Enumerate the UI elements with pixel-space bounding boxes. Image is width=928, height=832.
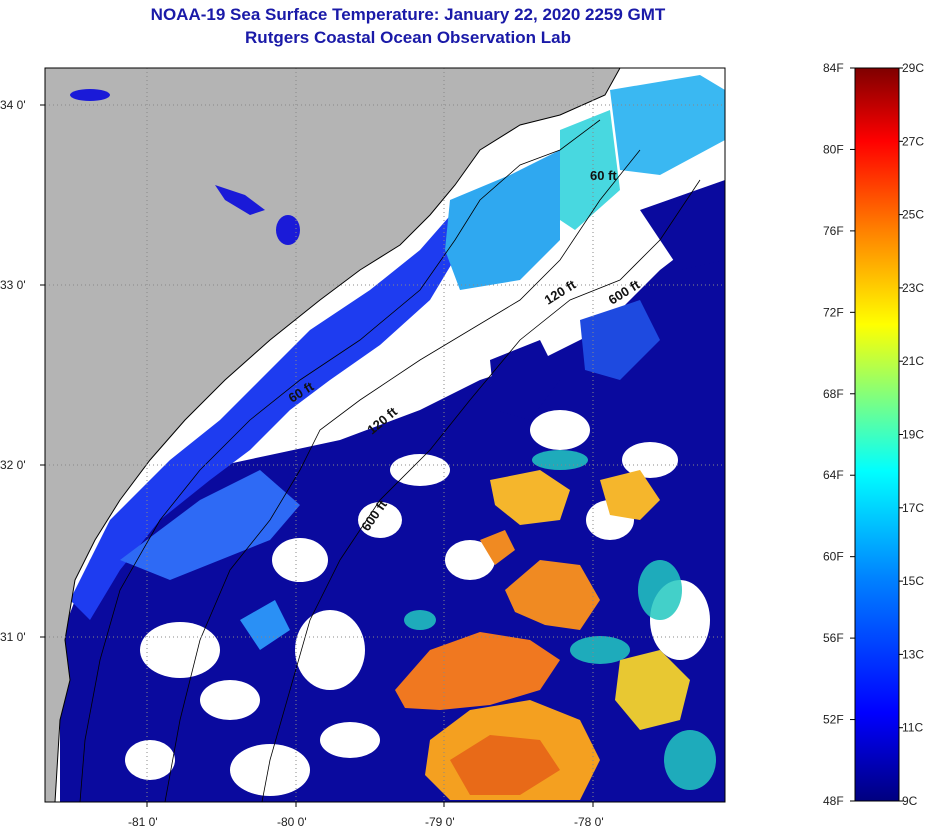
colorbar-c-label: 11C <box>902 721 923 735</box>
lat-label: 33 0' <box>0 278 26 292</box>
warm-water-patches <box>395 470 690 800</box>
map-subtitle: Rutgers Coastal Ocean Observation Lab <box>245 28 571 47</box>
colorbar-c-label: 15C <box>902 574 924 588</box>
colorbar-c-label: 25C <box>902 208 924 222</box>
lon-label: -78 0' <box>574 815 604 829</box>
colorbar-f-label: 76F <box>823 224 844 238</box>
colorbar-c-label: 17C <box>902 501 924 515</box>
colorbar-f-label: 52F <box>823 713 844 727</box>
contour-label: 60 ft <box>590 168 617 183</box>
lon-label: -80 0' <box>277 815 307 829</box>
colorbar-f-label: 80F <box>823 142 844 156</box>
coastal-band <box>70 210 460 620</box>
lon-label: -79 0' <box>425 815 455 829</box>
lat-label: 34 0' <box>0 98 26 112</box>
lat-label: 31 0' <box>0 630 26 644</box>
colorbar-c-label: 13C <box>902 647 924 661</box>
colorbar-f-label: 56F <box>823 631 844 645</box>
colorbar-c-ticks: 29C 27C 25C 23C 21C 19C 17C 15C 13C 11C 9C <box>899 61 924 808</box>
colorbar-f-label: 68F <box>823 387 844 401</box>
colorbar-c-label: 23C <box>902 281 924 295</box>
colorbar-gradient <box>854 67 900 802</box>
transitional-water <box>404 450 716 790</box>
colorbar-f-label: 64F <box>823 468 844 482</box>
colorbar-c-label: 9C <box>902 794 918 808</box>
coastline <box>54 68 621 802</box>
graticule <box>45 68 725 802</box>
colorbar-f-label: 60F <box>823 550 844 564</box>
colorbar-f-label: 84F <box>823 61 844 75</box>
colorbar-c-label: 19C <box>902 428 924 442</box>
colorbar-c-label: 29C <box>902 61 924 75</box>
map-frame <box>44 67 726 803</box>
colorbar-c-label: 27C <box>902 134 924 148</box>
map-area: 60 ft 120 ft 600 ft 60 ft 120 ft 600 ft <box>45 68 725 802</box>
bathymetry-contours <box>79 119 701 802</box>
inland-water <box>70 89 300 245</box>
northern-cyan-water <box>445 150 560 290</box>
colorbar-f-label: 48F <box>823 794 844 808</box>
colorbar-f-ticks: 84F 80F 76F 72F 68F 64F 60F 56F 52F 48F <box>823 61 855 808</box>
colorbar-c-label: 21C <box>902 354 924 368</box>
axis-ticks <box>40 104 594 807</box>
cloud-gaps <box>125 410 710 796</box>
lon-label: -81 0' <box>128 815 158 829</box>
colorbar-f-label: 72F <box>823 305 844 319</box>
lat-label: 32 0' <box>0 458 26 472</box>
map-title: NOAA-19 Sea Surface Temperature: January… <box>150 5 666 24</box>
land-mass <box>45 68 620 802</box>
